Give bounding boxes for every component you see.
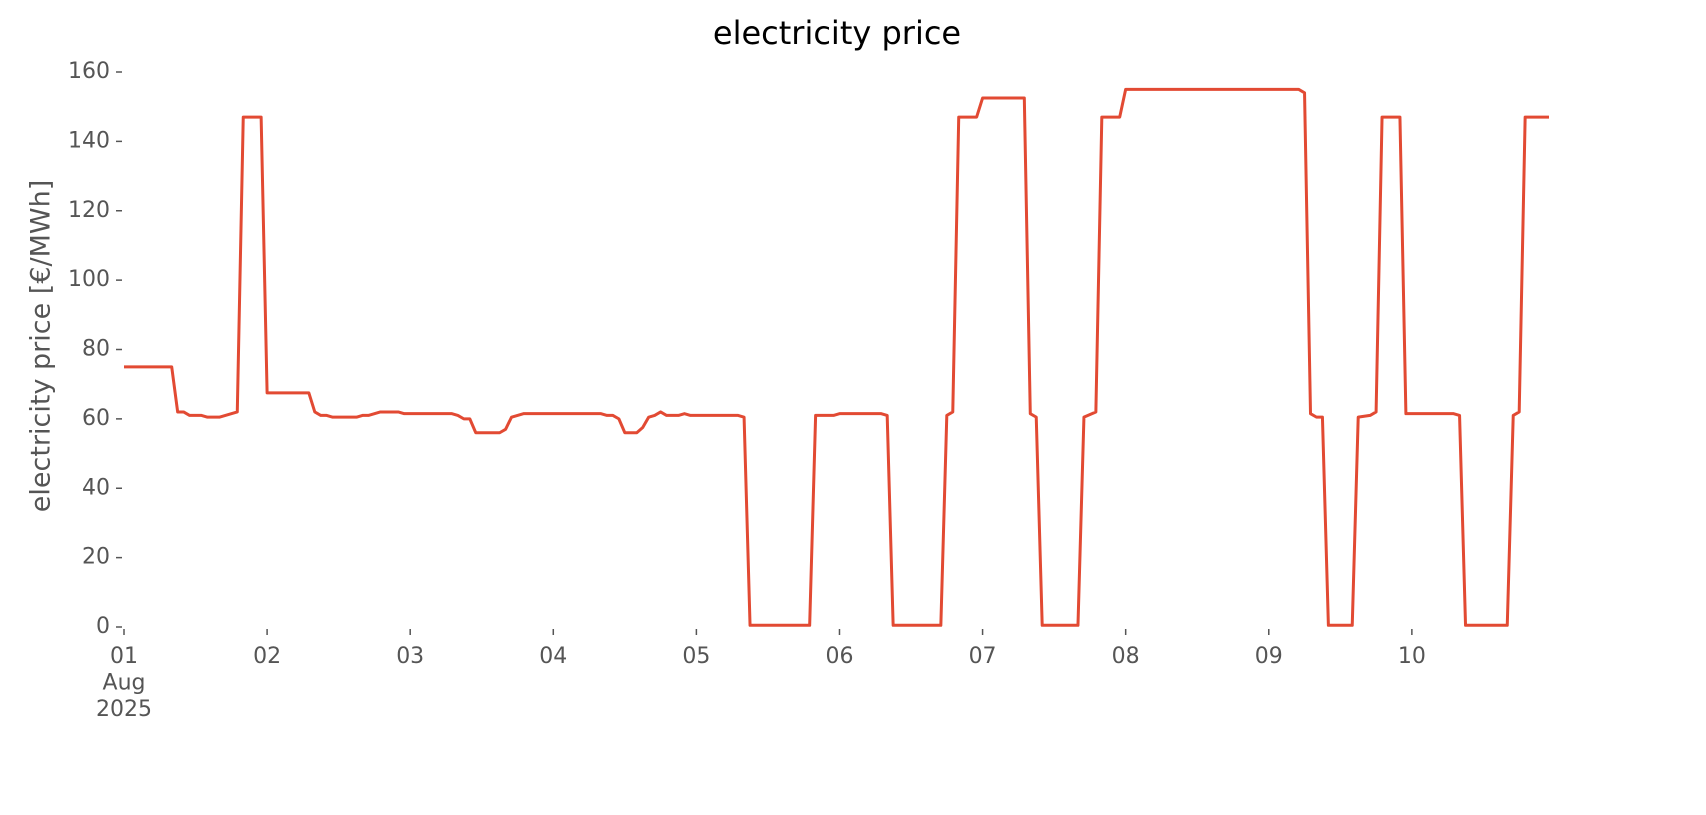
y-tick-label: 80 bbox=[82, 337, 110, 362]
y-tick-label: 0 bbox=[96, 614, 110, 639]
chart-title: electricity price bbox=[713, 14, 961, 52]
y-tick-label: 120 bbox=[68, 198, 110, 223]
y-tick-label: 40 bbox=[82, 475, 110, 500]
x-tick-label: 06 bbox=[825, 644, 853, 669]
y-tick-label: 140 bbox=[68, 128, 110, 153]
price-line bbox=[124, 87, 1549, 627]
x-tick-label: 10 bbox=[1398, 644, 1426, 669]
x-tick-label: 02 bbox=[253, 644, 281, 669]
x-tick-label: 03 bbox=[396, 644, 424, 669]
y-tick-label: 60 bbox=[82, 406, 110, 431]
x-tick-label: 05 bbox=[682, 644, 710, 669]
y-axis-label: electricity price [€/MWh] bbox=[26, 180, 57, 512]
x-tick-label: 07 bbox=[969, 644, 997, 669]
x-tick-label: 04 bbox=[539, 644, 567, 669]
x-tick-label: 08 bbox=[1112, 644, 1140, 669]
y-tick-label: 20 bbox=[82, 545, 110, 570]
x-tick-label: 09 bbox=[1255, 644, 1283, 669]
y-tick-label: 100 bbox=[68, 267, 110, 292]
y-tick-label: 160 bbox=[68, 59, 110, 84]
x-tick-label: 01 Aug 2025 bbox=[96, 644, 152, 722]
